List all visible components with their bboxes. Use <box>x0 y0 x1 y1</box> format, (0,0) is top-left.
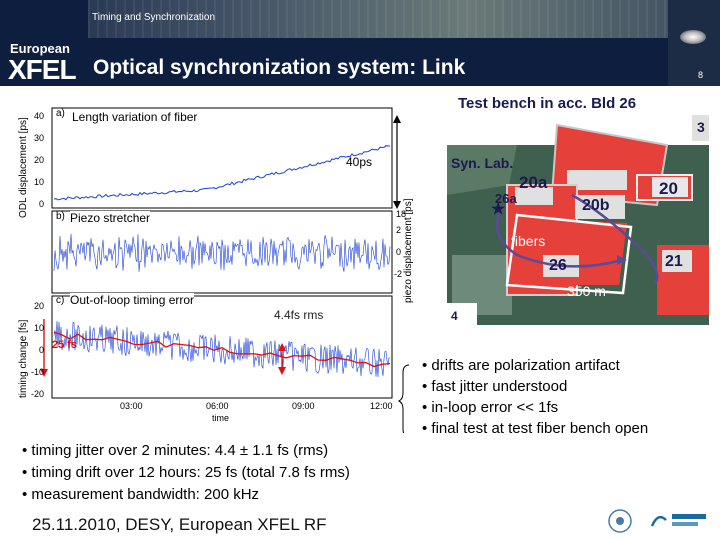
panel-c-letter: c) <box>56 295 65 306</box>
x-axis-label: time <box>212 413 230 423</box>
panel-a-annotation: 40ps <box>346 155 373 169</box>
b-tick: 0 <box>396 247 402 257</box>
light-glow-icon <box>680 30 706 44</box>
x-tick: 09:00 <box>292 401 315 411</box>
building-20a: 20a <box>519 173 548 192</box>
a-tick: 10 <box>34 177 45 187</box>
distance-label: 350 m <box>567 283 606 299</box>
plot-traces <box>53 145 391 378</box>
building-26a: 26a <box>495 191 517 206</box>
a-tick: 40 <box>34 111 45 121</box>
panel-a-title: Length variation of fiber <box>72 110 198 124</box>
helmholtz-logo-icon <box>672 522 698 526</box>
arrow-40ps-head-top <box>393 115 401 123</box>
page-number: 8 <box>698 70 704 80</box>
list-item: • in-loop error << 1fs <box>422 399 559 416</box>
building-3: 3 <box>697 119 705 135</box>
c-tick: 0 <box>39 345 45 355</box>
xfel-logo: European XFEL <box>0 0 88 86</box>
building-21: 21 <box>665 253 683 270</box>
x-tick: 06:00 <box>206 401 229 411</box>
c-tick: 20 <box>34 301 45 311</box>
building-4: 4 <box>451 309 458 323</box>
partner-logo-icon <box>608 509 632 533</box>
syn-lab-label: Syn. Lab. <box>451 155 514 171</box>
panel-b-letter: b) <box>56 211 65 222</box>
slide-header: Timing and Synchronization European XFEL… <box>0 0 720 86</box>
panel-c-annotation: 4.4fs rms <box>274 308 324 322</box>
b-tick: 2 <box>396 225 402 235</box>
building-20b: 20b <box>582 197 610 214</box>
panel-b-title: Piezo stretcher <box>70 211 151 225</box>
conclusions-list: • drifts are polarization artifact • fas… <box>422 355 648 439</box>
c-tick: -20 <box>31 389 45 399</box>
c-tick: 10 <box>34 323 45 333</box>
arrow-40ps-head-bottom <box>393 201 401 209</box>
plot-canvas <box>40 107 410 433</box>
header-deco <box>668 0 720 86</box>
c-tick: -10 <box>31 367 45 377</box>
a-tick: 0 <box>39 199 45 209</box>
arrow-drift-head <box>40 369 48 377</box>
building-20: 20 <box>659 179 678 198</box>
partner-logo-icon <box>616 517 624 525</box>
arrow-rms-head-bottom <box>278 367 286 375</box>
panel-b-trace <box>53 233 391 272</box>
panel-a-ylabel: ODL displacement [ps] <box>18 117 29 218</box>
logo-xfel: XFEL <box>8 54 77 85</box>
b-tick: 18 <box>396 209 407 219</box>
section-title: Timing and Synchronization <box>92 12 216 23</box>
x-tick: 03:00 <box>120 401 143 411</box>
slide-title: Optical synchronization system: Link <box>93 56 466 79</box>
panel-c-ylabel: timing change [fs] <box>18 319 29 398</box>
star-marker-icon: ★ <box>491 201 506 218</box>
map-title: Test bench in acc. Bld 26 <box>458 95 637 112</box>
list-item: • drifts are polarization artifact <box>422 357 620 374</box>
x-tick: 12:00 <box>370 401 393 411</box>
panel-a-trace <box>53 145 391 201</box>
panel-c-drift: 25 fs <box>52 339 78 351</box>
map-canvas <box>447 115 709 325</box>
bracket <box>397 364 410 433</box>
a-tick: 30 <box>34 133 45 143</box>
list-item: • measurement bandwidth: 200 kHz <box>22 486 260 503</box>
header-photo-band <box>88 0 720 38</box>
list-item: • fast jitter understood <box>422 378 568 395</box>
fibers-label: fibers <box>511 233 546 249</box>
list-item: • final test at test fiber bench open <box>422 420 649 437</box>
panel-c-trace <box>53 320 391 378</box>
measurement-plot: a) Length variation of fiber 40ps b) Pie… <box>14 103 414 433</box>
list-item: • timing drift over 12 hours: 25 fs (tot… <box>22 464 350 481</box>
results-list: • timing jitter over 2 minutes: 4.4 ± 1.… <box>22 440 350 506</box>
panel-c-drift-trace <box>53 331 391 368</box>
helmholtz-logo-icon <box>650 515 667 527</box>
a-tick: 20 <box>34 155 45 165</box>
site-map: Syn. Lab. 20a 20 26a 20b 26 21 4 3 ★ fib… <box>447 115 709 325</box>
panel-c-title: Out-of-loop timing error <box>70 293 195 307</box>
b-tick: -2 <box>394 269 403 279</box>
logo-european: European <box>10 41 70 56</box>
helmholtz-logo-icon <box>672 514 706 519</box>
list-item: • timing jitter over 2 minutes: 4.4 ± 1.… <box>22 442 329 459</box>
arrow-rms-head-top <box>278 343 286 351</box>
partner-logos <box>608 509 706 533</box>
slide-title-bar: Optical synchronization system: Link <box>88 52 668 84</box>
building-26: 26 <box>549 257 567 274</box>
footer-text: 25.11.2010, DESY, European XFEL RF <box>32 515 327 534</box>
panel-a-letter: a) <box>56 108 65 119</box>
